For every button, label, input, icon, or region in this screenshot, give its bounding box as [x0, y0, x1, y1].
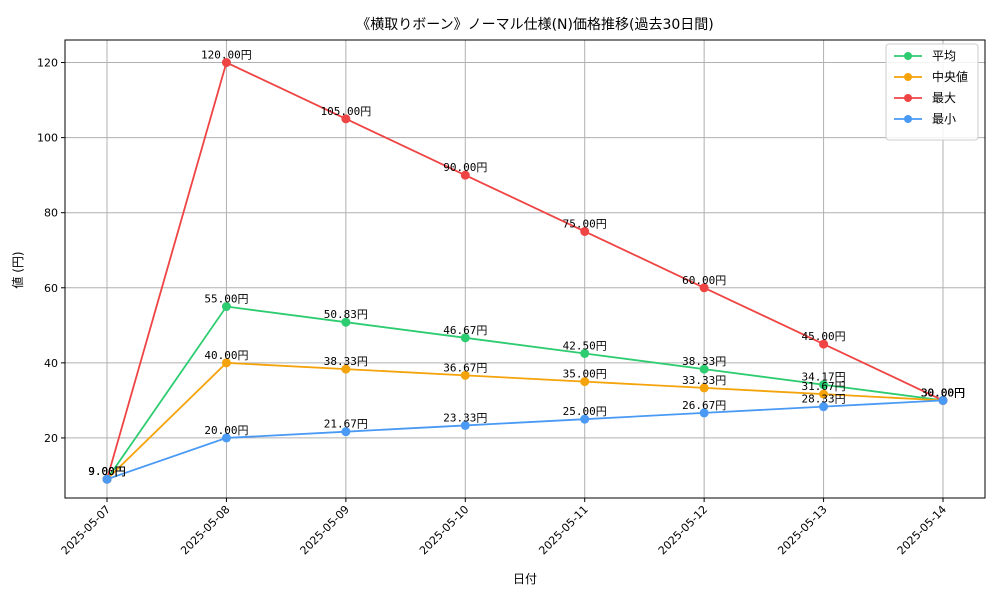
data-point: [699, 364, 709, 374]
legend-label: 中央値: [932, 69, 968, 84]
legend-label: 最大: [932, 91, 956, 105]
data-point: [341, 364, 351, 374]
data-label: 23.33円: [443, 411, 487, 424]
data-label: 46.67円: [443, 324, 487, 337]
legend-marker: [904, 52, 912, 60]
data-label: 42.50円: [563, 339, 607, 352]
data-label: 9.00円: [88, 465, 126, 478]
data-label: 35.00円: [563, 368, 607, 381]
y-tick-label: 120: [37, 57, 58, 70]
plot-frame: [64, 39, 986, 499]
data-point: [580, 414, 590, 424]
data-point: [460, 420, 470, 430]
series-line: [106, 61, 944, 480]
data-label: 30.00円: [921, 386, 965, 399]
data-label: 9.00円: [88, 465, 126, 478]
y-tick-label: 100: [37, 132, 58, 145]
y-axis-title: 値 (円): [10, 251, 25, 288]
data-label: 25.00円: [563, 405, 607, 418]
data-point: [341, 317, 351, 327]
y-tick-label: 80: [44, 207, 58, 220]
data-point: [460, 333, 470, 343]
data-label: 9.00円: [88, 465, 126, 478]
data-label: 75.00円: [563, 217, 607, 230]
data-labels: 9.00円 55.00円 50.83円 46.67円 42.50円 38.33円 34.17…: [88, 49, 965, 479]
data-point: [221, 433, 231, 443]
data-label: 30.00円: [921, 386, 965, 399]
data-point: [341, 427, 351, 437]
data-label: 34.17円: [802, 371, 846, 384]
data-point: [460, 370, 470, 380]
data-point: [819, 389, 829, 399]
data-label: 30.00円: [921, 386, 965, 399]
data-point: [819, 402, 829, 412]
data-label: 50.83円: [324, 308, 368, 321]
data-label: 60.00円: [682, 274, 726, 287]
data-label: 105.00円: [320, 105, 371, 118]
series-line: [106, 361, 944, 480]
chart-title: 《横取りボーン》ノーマル仕様(N)価格推移(過去30日間): [356, 17, 713, 33]
data-label: 21.67円: [324, 418, 368, 431]
data-point: [819, 339, 829, 349]
data-point: [699, 383, 709, 393]
legend-label: 平均: [932, 49, 956, 63]
legend-marker: [904, 73, 912, 81]
data-label: 28.33円: [802, 393, 846, 406]
data-point: [580, 226, 590, 236]
data-label: 26.67円: [682, 399, 726, 412]
data-label: 31.67円: [802, 380, 846, 393]
data-point: [460, 170, 470, 180]
data-label: 120.00円: [201, 49, 252, 62]
legend-marker: [904, 115, 912, 123]
data-point: [221, 358, 231, 368]
data-point: [580, 377, 590, 387]
legend-label: 最小: [932, 112, 956, 126]
data-label: 45.00円: [802, 330, 846, 343]
data-label: 38.33円: [682, 355, 726, 368]
data-label: 90.00円: [443, 161, 487, 174]
data-label: 20.00円: [204, 424, 248, 437]
data-label: 55.00円: [204, 293, 248, 306]
data-label: 38.33円: [324, 355, 368, 368]
data-point: [699, 408, 709, 418]
data-point: [580, 348, 590, 358]
series-line: [106, 305, 944, 480]
series-lines: [102, 58, 948, 484]
legend-marker: [904, 94, 912, 102]
series-line: [106, 399, 944, 481]
x-axis-title: 日付: [513, 572, 537, 586]
data-point: [938, 395, 948, 405]
data-point: [221, 302, 231, 312]
data-point: [102, 474, 112, 484]
data-label: 40.00円: [204, 349, 248, 362]
data-label: 9.00円: [88, 465, 126, 478]
data-label: 36.67円: [443, 361, 487, 374]
data-point: [341, 114, 351, 124]
y-tick-label: 40: [44, 357, 58, 370]
data-point: [699, 283, 709, 293]
y-tick-label: 20: [44, 432, 58, 445]
data-point: [221, 58, 231, 68]
data-label: 33.33円: [682, 374, 726, 387]
data-point: [819, 380, 829, 390]
grid-lines: [65, 40, 985, 498]
y-tick-label: 60: [44, 282, 58, 295]
data-label: 30.00円: [921, 386, 965, 399]
